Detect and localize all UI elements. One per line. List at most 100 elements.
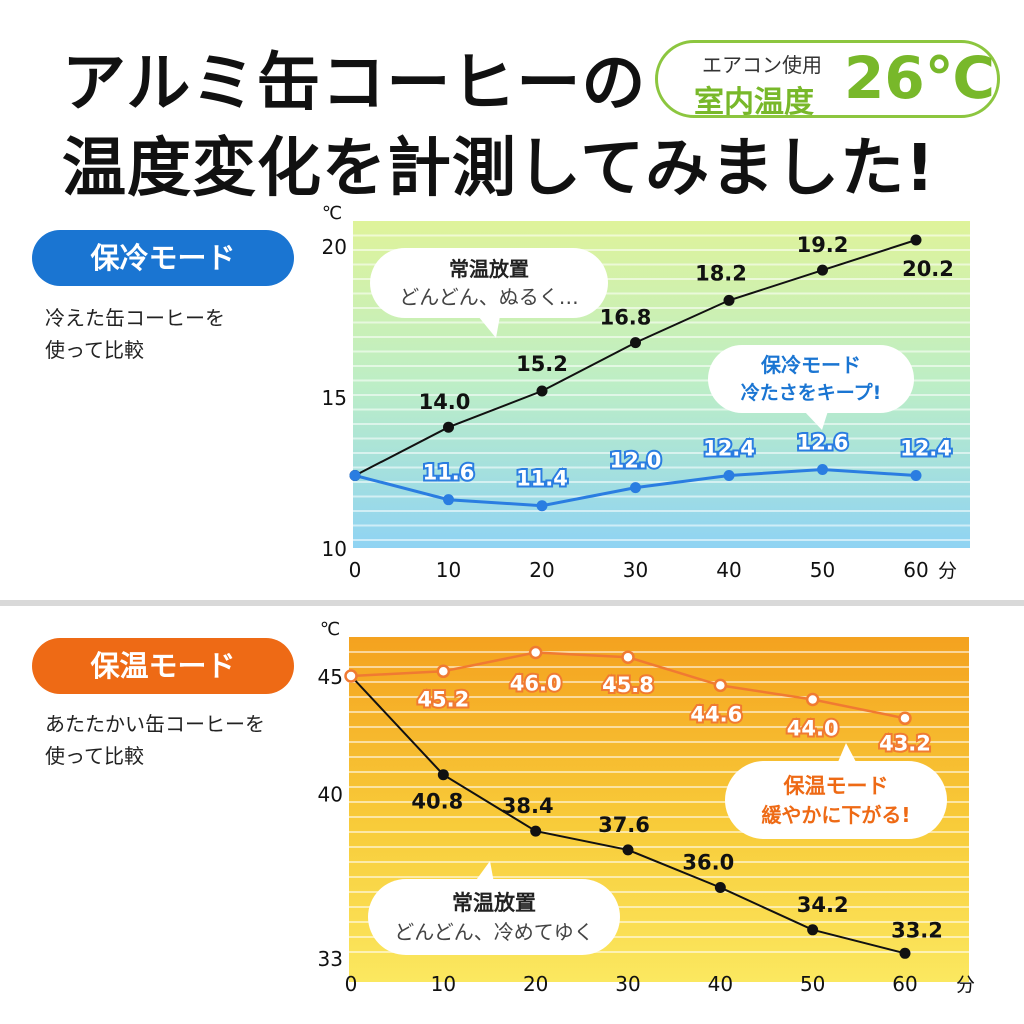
data-label: 12.4 xyxy=(900,437,952,461)
warm-desc-line2: 使って比較 xyxy=(45,744,144,768)
x-tick-label: 40 xyxy=(716,558,741,582)
x-tick-label: 20 xyxy=(529,558,554,582)
data-point xyxy=(713,678,728,693)
page-title-line2: 温度変化を計測してみました! xyxy=(62,132,936,206)
data-label: 12.6 xyxy=(797,430,849,454)
data-label: 12.4 xyxy=(703,437,755,461)
warm-mode-description: あたたかい缶コーヒーを 使って比較 xyxy=(45,708,265,772)
room-temp-value: 26℃ xyxy=(844,44,995,112)
normal-callout-line2: どんどん、冷めてゆく xyxy=(394,920,593,944)
data-label: 40.8 xyxy=(411,790,463,814)
aircon-label: エアコン使用 xyxy=(702,53,822,77)
normal-callout: 常温放置 どんどん、冷めてゆく xyxy=(368,861,620,955)
data-label: 44.6 xyxy=(690,702,742,726)
page-title-line1: アルミ缶コーヒーの xyxy=(62,47,647,121)
data-label: 37.6 xyxy=(598,813,650,837)
data-point xyxy=(443,421,454,433)
warm-desc-line1: あたたかい缶コーヒーを xyxy=(45,712,265,736)
data-point xyxy=(437,769,449,781)
mode-callout: 保冷モード 冷たさをキープ! xyxy=(708,345,914,430)
normal-callout-tail xyxy=(474,861,494,883)
data-point xyxy=(349,470,361,482)
data-point xyxy=(817,463,828,475)
data-point xyxy=(910,234,922,246)
data-label: 33.2 xyxy=(891,918,943,942)
y-tick-label: 40 xyxy=(318,783,343,807)
mode-callout-box xyxy=(708,345,914,413)
x-tick-label: 0 xyxy=(349,558,362,582)
cool-desc-line2: 使って比較 xyxy=(45,338,144,362)
data-point xyxy=(530,825,542,837)
y-tick-label: 15 xyxy=(322,386,347,410)
x-tick-label: 60 xyxy=(903,558,928,582)
axis-labels: 33 40 45 ℃ 0 10 20 30 40 50 60 分 xyxy=(318,619,975,996)
data-label: 18.2 xyxy=(695,261,747,285)
data-point xyxy=(344,669,358,683)
data-point xyxy=(723,294,735,306)
mode-callout-line2: 冷たさをキープ! xyxy=(741,381,882,404)
section-divider xyxy=(0,600,1024,606)
data-point xyxy=(714,882,726,893)
data-label: 11.4 xyxy=(516,467,568,491)
x-unit-label: 分 xyxy=(956,974,975,996)
x-tick-label: 30 xyxy=(623,558,648,582)
data-label: 14.0 xyxy=(419,390,471,414)
cool-desc-line1: 冷えた缶コーヒーを xyxy=(45,306,225,330)
data-point xyxy=(817,264,828,276)
mode-callout-tail xyxy=(838,743,856,762)
y-unit-label: ℃ xyxy=(322,203,342,224)
mode-callout-box xyxy=(725,761,947,839)
normal-callout-tail xyxy=(478,316,500,338)
normal-callout-line1: 常温放置 xyxy=(452,891,536,915)
data-label: 34.2 xyxy=(797,893,849,917)
y-tick-label: 20 xyxy=(322,235,347,259)
data-point xyxy=(723,470,735,482)
data-labels: 40.8 38.4 37.6 36.0 34.2 33.2 45.2 46.0 45.8 44.6… xyxy=(411,670,943,943)
data-point xyxy=(807,924,819,936)
warm-temperature-chart: 33 40 45 ℃ 0 10 20 30 40 50 60 分 40.8 38.4 37.6 36.0 34… xyxy=(318,619,975,996)
data-point xyxy=(436,664,451,679)
data-label: 12.0 xyxy=(610,449,662,473)
y-unit-label: ℃ xyxy=(320,619,340,640)
data-label: 15.2 xyxy=(516,352,568,376)
data-point xyxy=(899,947,911,959)
y-tick-label: 45 xyxy=(318,665,343,689)
data-label: 19.2 xyxy=(797,233,849,257)
data-label: 20.2 xyxy=(902,257,954,281)
normal-callout-line2: どんどん、ぬるく… xyxy=(399,285,578,309)
data-point xyxy=(630,482,641,494)
data-label: 46.0 xyxy=(510,672,562,696)
data-point xyxy=(622,844,634,856)
data-label: 44.0 xyxy=(787,717,839,741)
normal-callout-box xyxy=(368,879,620,955)
x-tick-label: 40 xyxy=(708,972,733,996)
data-label: 38.4 xyxy=(502,794,554,818)
x-tick-label: 30 xyxy=(615,972,640,996)
data-point xyxy=(898,711,912,726)
data-point xyxy=(528,645,543,660)
x-tick-label: 0 xyxy=(345,972,358,996)
y-tick-label: 10 xyxy=(322,537,347,561)
x-tick-label: 60 xyxy=(892,972,917,996)
mode-callout-line1: 保温モード xyxy=(783,774,889,798)
data-label: 45.2 xyxy=(417,687,469,711)
data-point xyxy=(621,650,635,664)
data-label: 11.6 xyxy=(423,461,475,485)
y-tick-label: 33 xyxy=(318,947,343,971)
mode-callout: 保温モード 緩やかに下がる! xyxy=(725,743,947,839)
data-point xyxy=(910,470,922,482)
data-label: 45.8 xyxy=(602,673,654,697)
normal-callout: 常温放置 どんどん、ぬるく… xyxy=(370,248,608,338)
data-label: 36.0 xyxy=(682,851,734,875)
mode-callout-line1: 保冷モード xyxy=(760,353,861,377)
data-points xyxy=(344,645,912,959)
data-point xyxy=(630,337,641,349)
mode-callout-tail xyxy=(804,411,828,430)
data-point xyxy=(536,500,548,512)
x-tick-label: 10 xyxy=(436,558,461,582)
aircon-badge: エアコン使用 室内温度 26℃ xyxy=(655,40,1000,120)
x-tick-label: 50 xyxy=(800,972,825,996)
data-point xyxy=(536,385,548,397)
cool-mode-description: 冷えた缶コーヒーを 使って比較 xyxy=(45,302,225,366)
